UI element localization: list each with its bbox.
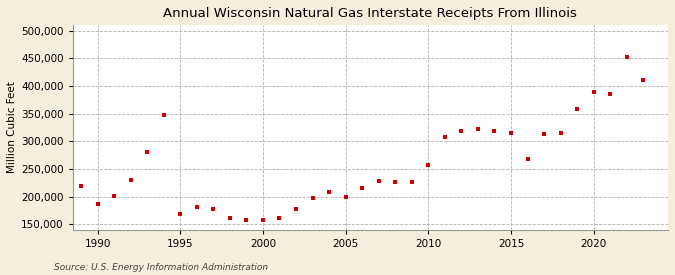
Point: [489, 129, 500, 134]
Point: [324, 190, 335, 194]
Point: [423, 163, 433, 167]
Point: [456, 129, 466, 134]
Point: [472, 126, 483, 131]
Text: Source: U.S. Energy Information Administration: Source: U.S. Energy Information Administ…: [54, 263, 268, 272]
Point: [76, 183, 86, 188]
Point: [357, 186, 368, 191]
Point: [192, 204, 202, 209]
Point: [555, 131, 566, 135]
Point: [126, 178, 136, 182]
Point: [588, 89, 599, 94]
Point: [291, 207, 302, 211]
Point: [572, 107, 583, 111]
Point: [142, 150, 153, 155]
Point: [208, 207, 219, 211]
Point: [159, 113, 169, 118]
Point: [340, 194, 351, 199]
Point: [605, 92, 616, 97]
Point: [621, 54, 632, 59]
Point: [522, 157, 533, 161]
Point: [109, 193, 119, 198]
Point: [175, 212, 186, 216]
Point: [225, 215, 236, 220]
Point: [274, 215, 285, 220]
Point: [638, 78, 649, 82]
Point: [406, 180, 417, 184]
Y-axis label: Million Cubic Feet: Million Cubic Feet: [7, 82, 17, 174]
Point: [373, 179, 384, 183]
Point: [92, 202, 103, 206]
Point: [439, 135, 450, 139]
Point: [258, 218, 269, 222]
Point: [506, 131, 516, 135]
Point: [307, 196, 318, 200]
Point: [390, 180, 401, 184]
Point: [539, 132, 549, 136]
Title: Annual Wisconsin Natural Gas Interstate Receipts From Illinois: Annual Wisconsin Natural Gas Interstate …: [163, 7, 577, 20]
Point: [241, 218, 252, 222]
